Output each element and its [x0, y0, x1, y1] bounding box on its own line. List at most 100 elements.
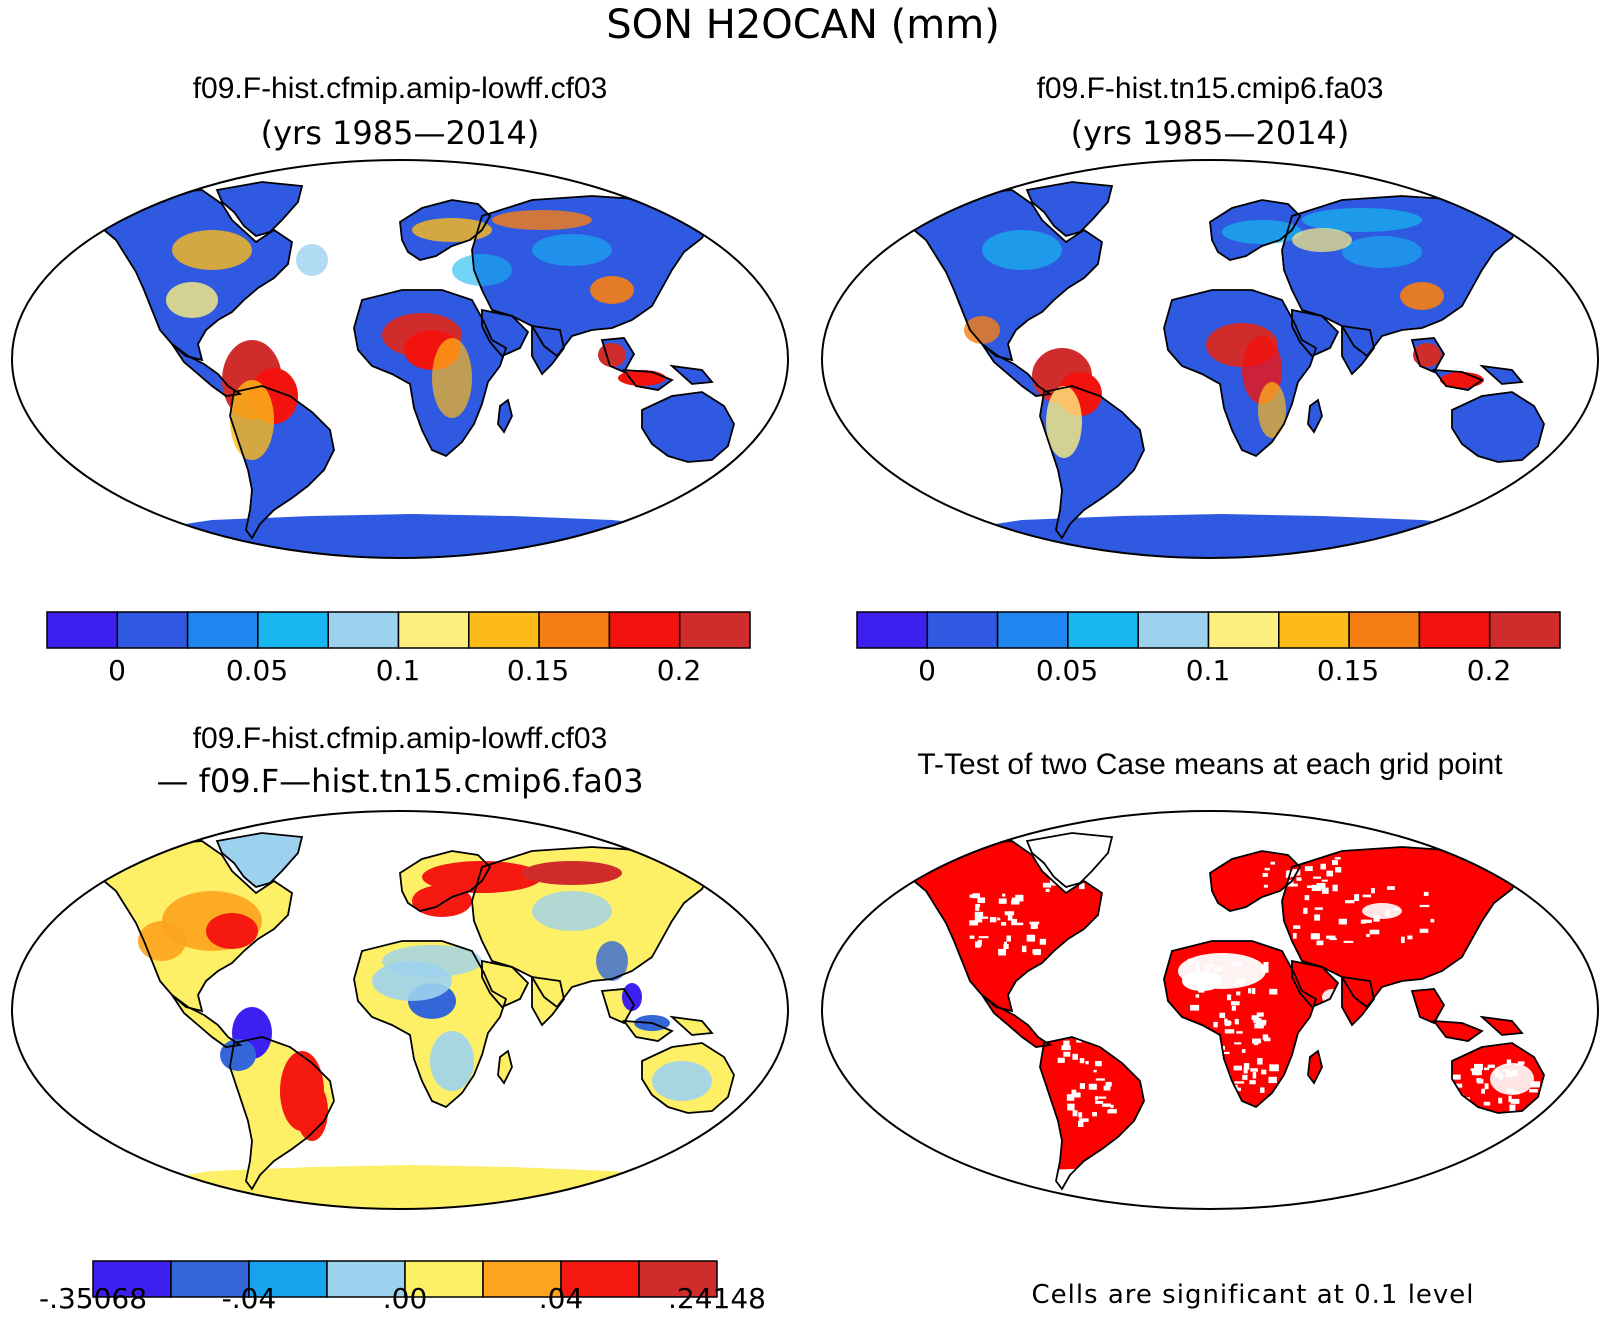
field-speckle — [969, 935, 975, 939]
field-speckle — [1042, 882, 1052, 888]
field-patch — [1292, 228, 1352, 252]
field-speckle — [1105, 1081, 1112, 1087]
field-patch — [230, 380, 274, 460]
panel-ttest-note: Cells are significant at 0.1 level — [1031, 1280, 1475, 1310]
field-speckle — [1529, 1089, 1538, 1093]
field-speckle — [1251, 987, 1256, 995]
field-speckle — [1401, 936, 1405, 944]
field-patch — [1248, 913, 1276, 929]
coastline-samerica — [229, 385, 335, 540]
field-speckle — [1056, 865, 1061, 872]
field-patch — [1362, 903, 1402, 919]
coastline-madagascar — [1307, 398, 1323, 434]
field-speckle — [1213, 1021, 1218, 1028]
field-speckle — [1236, 978, 1245, 985]
field-speckle — [1251, 1015, 1259, 1021]
colorbar-case1-tick: 0.15 — [506, 654, 570, 687]
field-patch — [452, 254, 512, 286]
field-speckle — [1095, 1078, 1105, 1081]
field-patch — [1342, 236, 1422, 268]
field-speckle — [1195, 962, 1199, 969]
landmass-australia — [642, 392, 734, 462]
field-speckle — [1079, 1118, 1089, 1122]
field-speckle — [1231, 1005, 1236, 1011]
field-speckle — [1067, 877, 1077, 885]
field-speckle — [1011, 897, 1017, 901]
map-layer — [913, 832, 1545, 1209]
colorbar-case1 — [46, 611, 751, 649]
panel-diff-subtitle: — f09.F—hist.tn15.cmip6.fa03 — [156, 762, 644, 800]
field-speckle — [1321, 887, 1329, 894]
coastline-namerica — [103, 840, 293, 1013]
colorbar-diff-tick: .24148 — [668, 1282, 766, 1315]
colorbar-swatch — [326, 1260, 406, 1298]
field-speckle — [1057, 1057, 1065, 1063]
field-speckle — [1506, 1059, 1512, 1065]
coastline-australia — [641, 1042, 735, 1114]
field-speckle — [1093, 1029, 1102, 1035]
field-speckle — [1079, 1083, 1085, 1090]
field-patch — [598, 343, 626, 367]
field-speckle — [1456, 1094, 1465, 1100]
field-speckle — [1011, 900, 1020, 905]
colorbar-diff-tick: -.35068 — [38, 1282, 148, 1315]
field-speckle — [1506, 1088, 1514, 1093]
map-border-difference — [11, 810, 789, 1210]
field-speckle — [1509, 1104, 1516, 1112]
coastline-samerica — [229, 1036, 335, 1191]
panel-case1-title: f09.F-hist.cfmip.amip-lowff.cf03 — [192, 72, 608, 105]
field-speckle — [1187, 958, 1195, 965]
field-patch — [1182, 971, 1222, 991]
field-speckle — [1313, 876, 1322, 879]
coastline-seasia2 — [622, 368, 674, 391]
colorbar-case1-tick: 0.2 — [656, 654, 702, 687]
field-speckle — [1332, 860, 1338, 865]
field-speckle — [1078, 1112, 1083, 1118]
field-speckle — [1205, 963, 1215, 968]
field-speckle — [1511, 1091, 1520, 1095]
coastline-namerica — [913, 840, 1103, 1013]
field-patch — [296, 244, 328, 276]
colorbar-swatch — [46, 611, 119, 649]
field-speckle — [1243, 1063, 1250, 1070]
field-speckle — [1079, 1058, 1085, 1064]
field-speckle — [1484, 1067, 1490, 1071]
field-speckle — [1484, 1083, 1489, 1090]
field-speckle — [1334, 857, 1341, 860]
field-speckle — [1205, 968, 1211, 971]
field-speckle — [1051, 870, 1055, 877]
coastline-seasia1 — [600, 337, 636, 374]
landmass-antarctica — [922, 1165, 1522, 1209]
landmass-australia — [1452, 392, 1544, 462]
field-speckle — [1517, 1061, 1525, 1065]
field-patch — [982, 230, 1062, 270]
landmass-madagascar — [1308, 1051, 1322, 1083]
field-speckle — [1227, 994, 1232, 1001]
field-speckle — [1393, 907, 1400, 911]
field-speckle — [1249, 1080, 1256, 1085]
colorbar-difference — [92, 1260, 718, 1298]
field-speckle — [1021, 945, 1027, 953]
colorbar-swatch — [468, 611, 540, 649]
colorbar-swatch — [678, 611, 751, 649]
field-speckle — [1373, 915, 1380, 922]
panel-case1-subtitle: (yrs 1985—2014) — [260, 114, 540, 152]
coastline-india — [531, 975, 565, 1027]
field-speckle — [1003, 941, 1008, 945]
field-speckle — [1072, 1053, 1079, 1060]
field-patch — [422, 861, 542, 893]
field-speckle — [1369, 929, 1380, 935]
field-patch — [590, 276, 634, 304]
field-speckle — [1304, 866, 1313, 872]
field-speckle — [1002, 893, 1006, 897]
landmass-greenland — [1027, 182, 1112, 236]
field-speckle — [1326, 870, 1334, 877]
map-panel-ttest — [913, 832, 1545, 1209]
coastline-europe — [399, 850, 492, 912]
colorbar-swatch — [92, 1260, 172, 1298]
field-speckle — [1236, 991, 1241, 996]
field-speckle — [1268, 1076, 1277, 1084]
field-speckle — [974, 911, 984, 919]
coastline-seasia1 — [600, 988, 636, 1025]
